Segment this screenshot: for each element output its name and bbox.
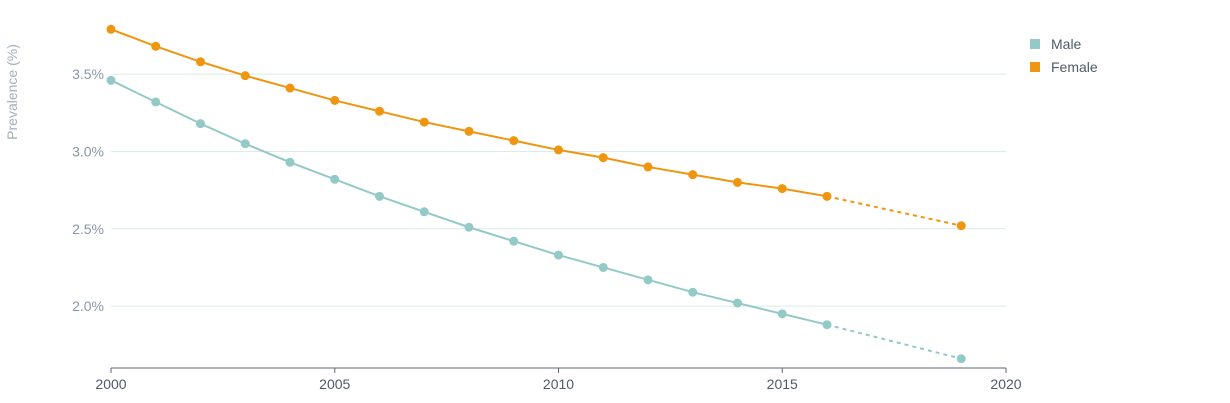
legend-swatch-female <box>1030 61 1040 72</box>
data-point-male[interactable] <box>822 320 832 330</box>
x-tick-label: 2010 <box>543 376 574 392</box>
legend: Male Female <box>1030 32 1098 78</box>
data-point-male[interactable] <box>509 236 519 246</box>
data-point-male[interactable] <box>375 191 384 201</box>
legend-item-male[interactable]: Male <box>1030 32 1098 55</box>
legend-swatch-male <box>1030 38 1040 49</box>
x-tick-label: 2005 <box>319 376 350 392</box>
data-point-female[interactable] <box>822 191 832 201</box>
y-axis-label: Prevalence (%) <box>4 44 20 140</box>
y-tick-label: 2.0% <box>72 298 104 314</box>
data-point-female[interactable] <box>598 153 608 163</box>
series-group <box>106 24 966 364</box>
x-tick-label: 2015 <box>767 376 798 392</box>
data-point-male[interactable] <box>643 275 653 285</box>
data-point-female[interactable] <box>419 117 429 127</box>
y-tick-label: 2.5% <box>72 221 104 237</box>
data-point-male[interactable] <box>330 174 340 184</box>
series-projection-line-male <box>826 323 962 360</box>
data-point-female[interactable] <box>643 162 653 172</box>
data-point-female[interactable] <box>196 57 205 67</box>
data-point-female[interactable] <box>733 177 742 187</box>
data-point-male[interactable] <box>598 262 608 272</box>
x-tick-labels: 2000 2005 2010 2015 2020 <box>95 376 1021 392</box>
series-projection-line-female <box>826 195 962 227</box>
data-point-male[interactable] <box>956 354 966 364</box>
legend-item-female[interactable]: Female <box>1030 55 1098 78</box>
data-point-female[interactable] <box>554 145 563 155</box>
data-point-male[interactable] <box>419 207 429 217</box>
data-point-male[interactable] <box>151 97 161 107</box>
x-tick-label: 2020 <box>990 376 1021 392</box>
series-line-female <box>110 28 828 198</box>
data-point-female[interactable] <box>956 221 966 231</box>
data-point-male[interactable] <box>777 309 787 319</box>
legend-label-male: Male <box>1051 35 1082 52</box>
x-tick-label: 2000 <box>95 376 126 392</box>
data-point-male[interactable] <box>106 75 116 85</box>
data-point-male[interactable] <box>285 157 295 167</box>
data-point-male[interactable] <box>464 222 474 232</box>
data-point-female[interactable] <box>777 184 787 194</box>
gridlines <box>111 73 1006 307</box>
data-point-female[interactable] <box>509 136 519 146</box>
y-tick-label: 3.0% <box>72 143 104 159</box>
series-male <box>106 75 966 364</box>
y-tick-labels: 2.0% 2.5% 3.0% 3.5% <box>72 66 104 314</box>
data-point-female[interactable] <box>375 106 384 116</box>
data-point-female[interactable] <box>688 170 698 180</box>
data-point-female[interactable] <box>330 95 340 105</box>
data-point-male[interactable] <box>733 298 742 308</box>
legend-label-female: Female <box>1051 58 1098 75</box>
data-point-male[interactable] <box>688 287 698 297</box>
data-point-female[interactable] <box>151 41 161 51</box>
data-point-male[interactable] <box>554 250 563 260</box>
data-point-female[interactable] <box>285 83 295 93</box>
series-line-male <box>110 79 828 326</box>
data-point-female[interactable] <box>240 71 250 81</box>
y-tick-label: 3.5% <box>72 66 104 82</box>
series-female <box>106 24 966 231</box>
axes <box>110 367 1007 373</box>
data-point-female[interactable] <box>106 24 116 34</box>
data-point-male[interactable] <box>240 139 250 149</box>
data-point-female[interactable] <box>464 126 474 136</box>
data-point-male[interactable] <box>196 119 205 129</box>
